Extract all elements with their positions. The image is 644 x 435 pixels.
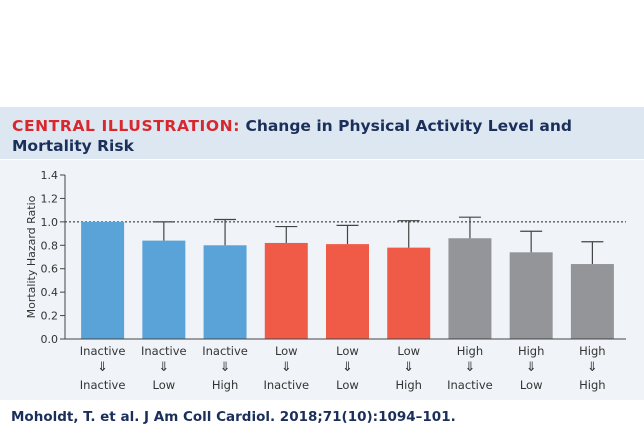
- down-arrow-icon: ⇓: [526, 360, 537, 375]
- bar-inactive-to-inactive: [81, 221, 125, 339]
- x-label-from: Low: [397, 344, 420, 358]
- down-arrow-icon: ⇓: [281, 360, 292, 375]
- x-label-to: Low: [336, 378, 359, 392]
- x-label-to: Inactive: [263, 378, 309, 392]
- down-arrow-icon: ⇓: [587, 360, 598, 375]
- bar-low-to-inactive: [264, 242, 308, 339]
- bar-low-to-high: [387, 247, 431, 339]
- x-label-to: Inactive: [447, 378, 493, 392]
- y-tick-label: 1.4: [41, 169, 59, 182]
- y-tick-label: 1.2: [41, 192, 59, 205]
- x-label-from: Low: [336, 344, 359, 358]
- x-label-from: High: [579, 344, 605, 358]
- x-label-from: Inactive: [202, 344, 248, 358]
- citation: Moholdt, T. et al. J Am Coll Cardiol. 20…: [11, 409, 456, 425]
- x-label-from: Inactive: [80, 344, 126, 358]
- bar-high-to-high: [570, 264, 614, 339]
- x-label-from: Low: [275, 344, 298, 358]
- y-tick-label: 0.4: [41, 286, 59, 299]
- down-arrow-icon: ⇓: [464, 360, 475, 375]
- title-text: Change in Physical Activity Level and Mo…: [12, 117, 573, 155]
- x-label-to: Inactive: [80, 378, 126, 392]
- x-label-to: High: [579, 378, 605, 392]
- bar-high-to-inactive: [448, 238, 492, 339]
- y-tick-label: 1.0: [41, 216, 59, 229]
- bar-chart: Mortality Hazard Ratio 0.0 0.2 0.4 0.6 0.8 1.0…: [25, 169, 626, 392]
- down-arrow-icon: ⇓: [403, 360, 414, 375]
- y-tick-label: 0.2: [41, 310, 59, 323]
- x-label-from: High: [457, 344, 483, 358]
- y-tick-label: 0.6: [41, 263, 59, 276]
- y-axis-label: Mortality Hazard Ratio: [25, 195, 38, 318]
- chart-title: CENTRAL ILLUSTRATION: Change in Physical…: [12, 116, 637, 156]
- bar-high-to-low: [509, 252, 553, 339]
- x-label-to: Low: [520, 378, 543, 392]
- bar-inactive-to-low: [142, 240, 186, 339]
- x-label-from: High: [518, 344, 544, 358]
- down-arrow-icon: ⇓: [158, 360, 169, 375]
- y-tick-label: 0.0: [41, 333, 59, 346]
- down-arrow-icon: ⇓: [220, 360, 231, 375]
- down-arrow-icon: ⇓: [97, 360, 108, 375]
- y-tick-label: 0.8: [41, 239, 59, 252]
- x-label-to: High: [212, 378, 238, 392]
- down-arrow-icon: ⇓: [342, 360, 353, 375]
- title-lead: CENTRAL ILLUSTRATION:: [12, 117, 241, 135]
- x-label-to: High: [396, 378, 422, 392]
- bar-inactive-to-high: [203, 245, 247, 339]
- title-banner: [0, 107, 644, 159]
- bar-low-to-low: [326, 244, 369, 339]
- x-label-from: Inactive: [141, 344, 187, 358]
- x-label-to: Low: [153, 378, 176, 392]
